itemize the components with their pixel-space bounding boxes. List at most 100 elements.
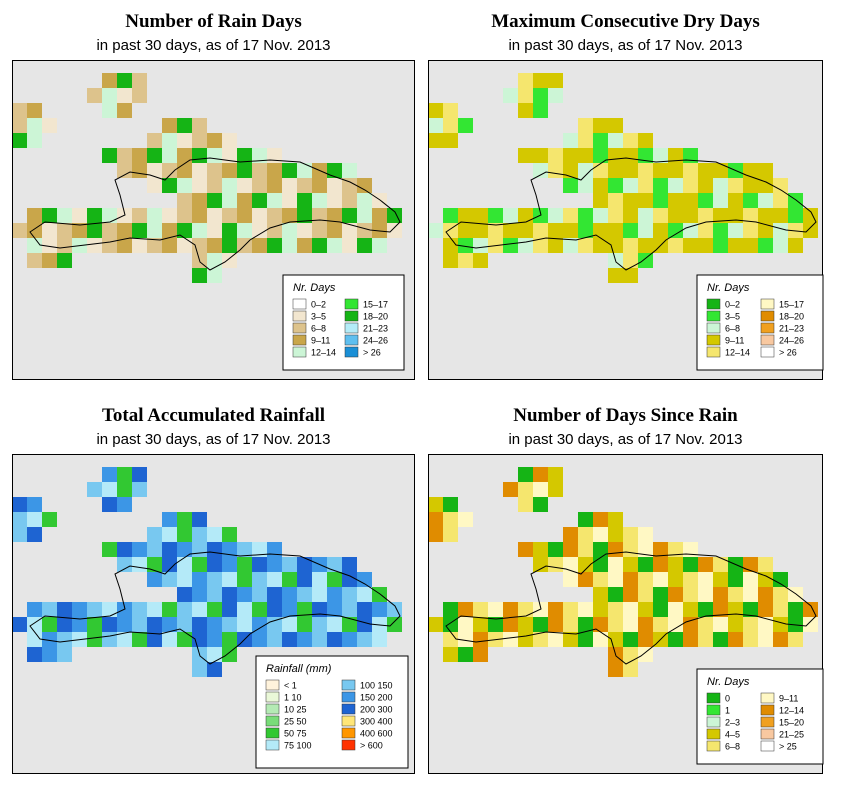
grid-cell [357,587,372,602]
grid-cell [132,632,147,647]
grid-cell [207,208,222,223]
grid-cell [252,587,267,602]
grid-cell [743,178,758,193]
grid-cell [593,148,608,163]
grid-cell [252,557,267,572]
grid-cell [518,103,533,118]
grid-cell [638,632,653,647]
grid-cell [267,617,282,632]
grid-cell [327,208,342,223]
grid-cell [117,617,132,632]
grid-cell [713,602,728,617]
legend-swatch [292,310,307,322]
grid-cell [428,133,443,148]
grid-cell [342,632,357,647]
grid-cell [443,602,458,617]
grid-cell [222,223,237,238]
legend-rain-days: Nr. Days 0–2 3–5 6–8 9–11 12–14 15–17 18–20 21–2… [282,274,405,371]
legend-label: 18–20 [779,312,804,322]
legend-swatch [292,334,307,346]
grid-cell [207,662,222,677]
grid-cell [177,133,192,148]
grid-cell [443,647,458,662]
title-rain-days: Number of Rain Days [125,11,302,32]
grid-cell [593,587,608,602]
legend-label: 0 [725,694,730,704]
grid-cell [132,223,147,238]
legend-label: 200 300 [360,705,393,715]
grid-cell [623,193,638,208]
grid-cell [653,617,668,632]
grid-cell [357,178,372,193]
subtitle-days-since-rain: in past 30 days, as of 17 Nov. 2013 [508,431,743,448]
grid-cell [533,148,548,163]
grid-cell [372,587,387,602]
grid-cell [252,208,267,223]
grid-cell [593,527,608,542]
grid-cell [162,118,177,133]
grid-cell [342,193,357,208]
grid-cell [623,557,638,572]
grid-cell [282,238,297,253]
legend-swatch [706,716,721,728]
grid-cell [773,193,788,208]
grid-cell [563,133,578,148]
grid-cell [743,572,758,587]
grid-cell [42,118,57,133]
legend-label: 400 600 [360,729,393,739]
legend-swatch [344,334,359,346]
grid-cell [758,557,773,572]
grid-cell [222,572,237,587]
grid-cell [683,163,698,178]
grid-cell [327,178,342,193]
grid-cell [162,602,177,617]
grid-cell [102,73,117,88]
grid-cell [192,527,207,542]
grid-cell [683,632,698,647]
title-rainfall: Total Accumulated Rainfall [101,405,326,426]
grid-cell [267,238,282,253]
grid-cell [237,223,252,238]
grid-cell [578,527,593,542]
grid-cell [578,238,593,253]
grid-cell [758,163,773,178]
grid-cell [207,253,222,268]
grid-cell [608,208,623,223]
grid-cell [773,223,788,238]
grid-cell [357,617,372,632]
grid-cell [668,208,683,223]
grid-cell [728,572,743,587]
grid-cell [563,223,578,238]
grid-cell [132,148,147,163]
grid-cell [623,542,638,557]
grid-cell [327,632,342,647]
grid-cell [267,178,282,193]
grid-cell [743,617,758,632]
grid-cell [222,163,237,178]
legend-swatch [706,740,721,752]
grid-cell [42,617,57,632]
grid-cell [327,238,342,253]
grid-cell [758,193,773,208]
grid-cell [87,88,102,103]
grid-cell [788,587,803,602]
grid-cell [623,527,638,542]
grid-cell [252,238,267,253]
grid-cell [282,557,297,572]
legend-swatch [265,727,280,739]
grid-cell [192,617,207,632]
grid-cell [27,512,42,527]
grid-cell [548,148,563,163]
grid-cell [458,602,473,617]
grid-cell [177,208,192,223]
grid-cell [608,587,623,602]
grid-cell [653,193,668,208]
grid-cell [518,223,533,238]
legend-swatch [341,739,356,751]
legend-box [255,655,409,769]
grid-cell [428,512,443,527]
grid-cell [548,467,563,482]
grid-cell [533,467,548,482]
grid-cell [27,238,42,253]
grid-cell [357,602,372,617]
